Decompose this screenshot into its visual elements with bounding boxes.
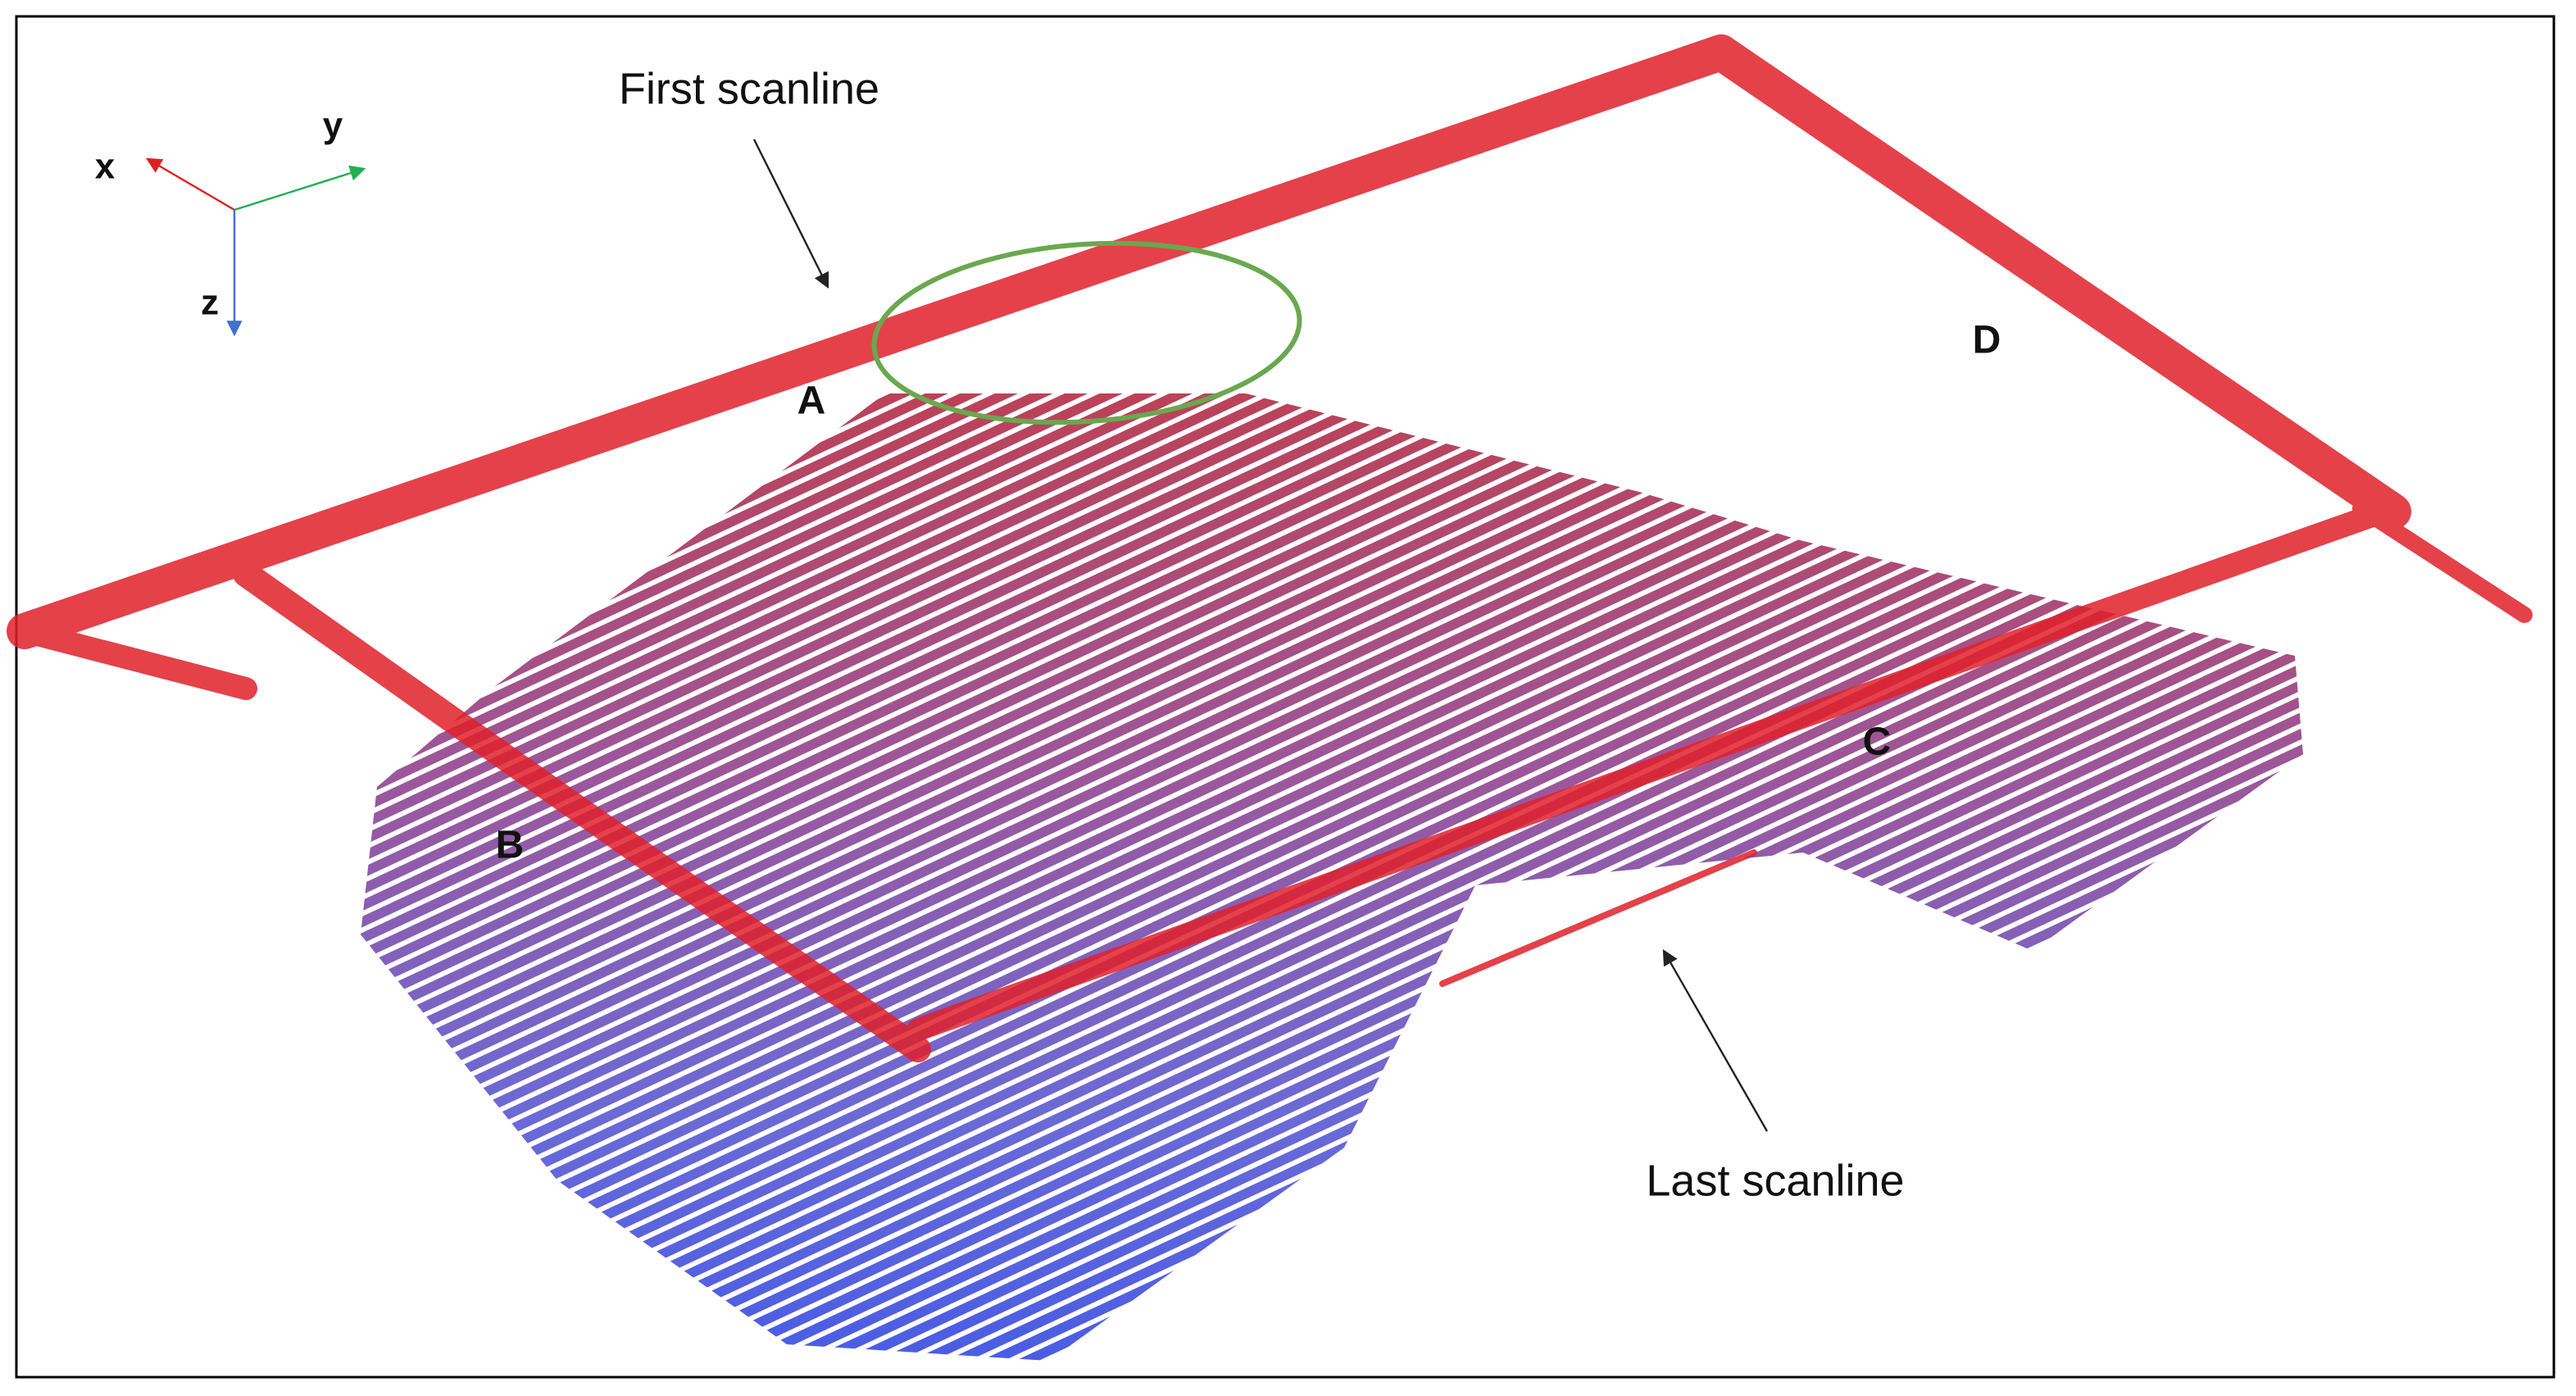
region-label: C (1863, 721, 1892, 764)
arrow (752, 139, 829, 289)
highlight-ellipse (871, 240, 1302, 425)
hole (1738, 311, 2180, 557)
callout: Last scanline (1646, 1156, 1904, 1205)
region-label: D (1973, 319, 2001, 362)
axis-label: z (201, 283, 219, 323)
rim (7, 34, 2533, 1062)
region-label: A (797, 380, 826, 423)
axis-label: y (323, 106, 343, 146)
arrow (1662, 948, 1769, 1132)
axis-triad (145, 157, 366, 337)
region-label: B (496, 824, 525, 867)
callout: First scanline (619, 64, 879, 113)
axis-label: x (95, 147, 116, 187)
